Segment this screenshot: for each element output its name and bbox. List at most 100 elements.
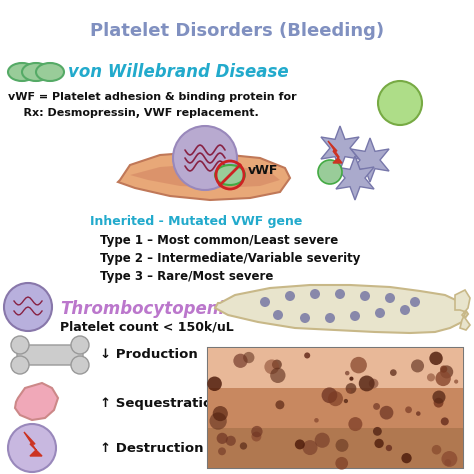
Circle shape: [11, 356, 29, 374]
Text: ↓ Production: ↓ Production: [100, 348, 198, 362]
Text: ↑ Sequestration: ↑ Sequestration: [100, 396, 222, 410]
Circle shape: [335, 289, 345, 299]
Circle shape: [300, 313, 310, 323]
Circle shape: [380, 406, 393, 419]
Polygon shape: [130, 164, 280, 188]
Polygon shape: [328, 141, 342, 163]
FancyBboxPatch shape: [208, 348, 463, 468]
Circle shape: [336, 439, 348, 452]
Circle shape: [405, 406, 412, 413]
Polygon shape: [15, 383, 58, 420]
Circle shape: [454, 380, 458, 383]
Circle shape: [272, 360, 282, 369]
Circle shape: [350, 311, 360, 321]
Circle shape: [273, 310, 283, 320]
Circle shape: [373, 427, 382, 436]
Polygon shape: [455, 290, 470, 330]
Text: Type 3 – Rare/Most severe: Type 3 – Rare/Most severe: [100, 270, 273, 283]
Circle shape: [349, 376, 354, 381]
Circle shape: [210, 412, 227, 430]
Circle shape: [285, 291, 295, 301]
Circle shape: [429, 352, 443, 365]
Ellipse shape: [215, 165, 245, 185]
Circle shape: [375, 308, 385, 318]
Circle shape: [240, 442, 247, 450]
Circle shape: [8, 424, 56, 472]
Circle shape: [432, 391, 446, 404]
Circle shape: [243, 352, 255, 363]
Circle shape: [217, 433, 228, 444]
Circle shape: [213, 406, 228, 421]
Circle shape: [173, 126, 237, 190]
Circle shape: [4, 283, 52, 331]
Text: von Willebrand Disease: von Willebrand Disease: [68, 63, 289, 81]
Text: vWF: vWF: [248, 164, 278, 176]
Circle shape: [440, 365, 453, 378]
Text: Platelet count < 150k/uL: Platelet count < 150k/uL: [60, 320, 234, 333]
Text: Type 1 – Most common/Least severe: Type 1 – Most common/Least severe: [100, 234, 338, 247]
Circle shape: [385, 293, 395, 303]
Circle shape: [434, 398, 444, 408]
Polygon shape: [336, 156, 374, 200]
Circle shape: [315, 433, 330, 448]
Text: Rx: Desmopressin, VWF replacement.: Rx: Desmopressin, VWF replacement.: [8, 108, 259, 118]
Ellipse shape: [36, 63, 64, 81]
Circle shape: [436, 371, 451, 386]
Text: Inherited - Mutated VWF gene: Inherited - Mutated VWF gene: [90, 215, 302, 228]
Circle shape: [345, 371, 349, 375]
Circle shape: [233, 354, 247, 368]
Text: VIII: VIII: [388, 97, 411, 109]
Text: ↑ Destruction: ↑ Destruction: [100, 441, 203, 455]
Polygon shape: [351, 138, 389, 182]
Circle shape: [270, 368, 285, 383]
Circle shape: [410, 297, 420, 307]
Circle shape: [390, 369, 397, 376]
Circle shape: [432, 445, 441, 455]
Circle shape: [369, 379, 378, 388]
FancyBboxPatch shape: [17, 345, 83, 365]
Circle shape: [411, 359, 424, 373]
Text: Type 2 – Intermediate/Variable severity: Type 2 – Intermediate/Variable severity: [100, 252, 360, 265]
FancyBboxPatch shape: [208, 428, 463, 468]
Circle shape: [440, 365, 447, 373]
Circle shape: [264, 359, 279, 374]
Polygon shape: [321, 126, 359, 170]
Ellipse shape: [22, 63, 50, 81]
Circle shape: [441, 418, 449, 425]
FancyBboxPatch shape: [208, 388, 463, 428]
Circle shape: [373, 403, 380, 410]
Circle shape: [416, 411, 420, 416]
Circle shape: [71, 356, 89, 374]
Circle shape: [310, 289, 320, 299]
Circle shape: [218, 447, 226, 455]
Circle shape: [71, 336, 89, 354]
Circle shape: [275, 401, 284, 409]
Text: Platelet Disorders (Bleeding): Platelet Disorders (Bleeding): [90, 22, 384, 40]
Circle shape: [314, 418, 319, 423]
Circle shape: [335, 457, 348, 470]
FancyBboxPatch shape: [208, 348, 463, 388]
Polygon shape: [118, 152, 290, 200]
Circle shape: [374, 439, 384, 448]
Polygon shape: [24, 432, 42, 456]
Circle shape: [11, 336, 29, 354]
Circle shape: [207, 376, 222, 391]
Circle shape: [378, 81, 422, 125]
Polygon shape: [215, 285, 468, 333]
Circle shape: [251, 431, 261, 441]
Circle shape: [302, 440, 318, 455]
Text: Petechiae: Petechiae: [213, 353, 274, 363]
Circle shape: [295, 439, 305, 449]
Circle shape: [400, 305, 410, 315]
Ellipse shape: [8, 63, 36, 81]
Circle shape: [359, 375, 374, 392]
Circle shape: [360, 291, 370, 301]
Circle shape: [348, 417, 363, 431]
Circle shape: [427, 374, 435, 382]
Circle shape: [386, 445, 392, 451]
Circle shape: [444, 459, 451, 466]
Circle shape: [344, 399, 348, 403]
Circle shape: [260, 297, 270, 307]
Circle shape: [441, 451, 457, 467]
Circle shape: [350, 357, 367, 374]
